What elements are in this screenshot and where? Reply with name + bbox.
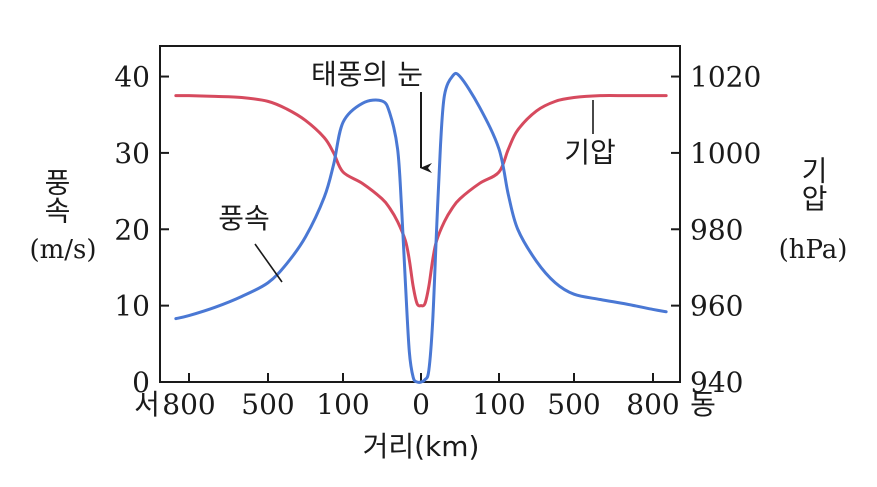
left-axis-ticks: 0 10 20 30 40 <box>114 61 169 399</box>
x-tick-label: 500 <box>547 388 600 421</box>
right-tick-label: 1000 <box>690 137 761 170</box>
left-tick-label: 0 <box>132 366 150 399</box>
right-axis-unit: (hPa) <box>779 235 848 265</box>
right-tick-label: 1020 <box>690 61 761 94</box>
x-tick-label: 100 <box>472 388 525 421</box>
left-tick-label: 20 <box>114 213 150 246</box>
x-tick-label: 800 <box>626 388 679 421</box>
x-tick-label: 100 <box>316 388 369 421</box>
x-axis-ticks: 800 500 100 0 100 500 800 <box>162 373 680 421</box>
left-tick-label: 10 <box>114 290 150 323</box>
annotation-wind-leader <box>254 243 283 283</box>
annotation-pressure: 기압 <box>564 136 616 169</box>
x-tick-label: 800 <box>162 388 215 421</box>
left-tick-label: 30 <box>114 137 150 170</box>
x-direction-east: 동 <box>690 388 716 421</box>
x-direction-west: 서 <box>134 388 160 421</box>
pressure-curve <box>174 93 668 308</box>
wind-speed-curve <box>174 71 668 384</box>
annotation-eye: 태풍의 눈 <box>311 58 423 91</box>
right-tick-label: 940 <box>690 366 743 399</box>
x-axis-title: 거리(km) <box>363 430 480 463</box>
x-tick-label: 500 <box>241 388 294 421</box>
left-axis-title: 풍속 <box>40 168 73 224</box>
right-axis-ticks: 940 960 980 1000 1020 <box>671 61 761 399</box>
right-axis-title: 기압 <box>797 156 830 212</box>
right-tick-label: 980 <box>690 213 743 246</box>
left-axis-unit: (m/s) <box>29 235 96 265</box>
x-tick-label: 0 <box>412 388 430 421</box>
left-tick-label: 40 <box>114 61 150 94</box>
right-tick-label: 960 <box>690 290 743 323</box>
annotation-wind: 풍속 <box>218 202 270 235</box>
